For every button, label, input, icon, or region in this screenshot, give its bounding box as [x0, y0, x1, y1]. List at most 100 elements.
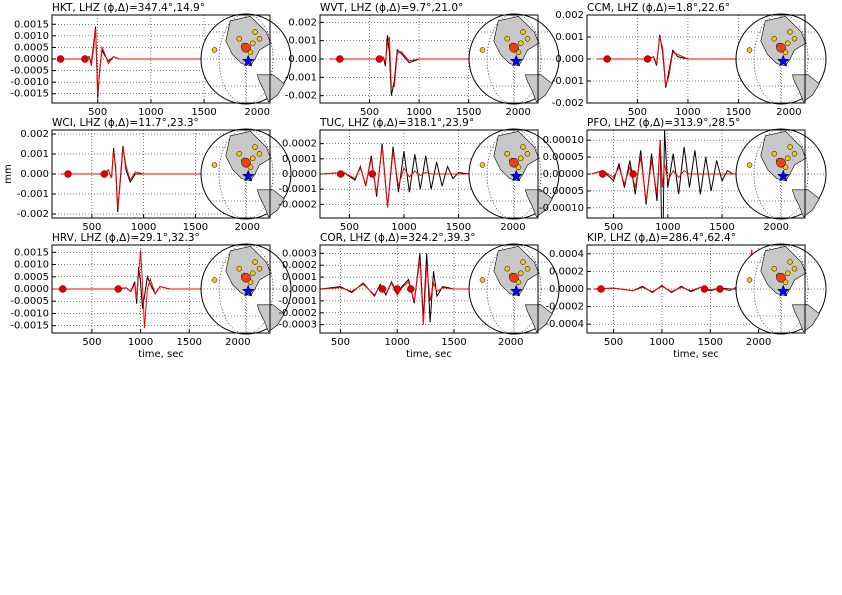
traces [56, 26, 210, 99]
station [524, 151, 531, 157]
selected-station [509, 158, 519, 168]
pick [114, 285, 122, 293]
pick [629, 170, 637, 178]
axes-frame [319, 244, 539, 334]
station [250, 270, 256, 276]
traces [591, 130, 744, 218]
land [760, 245, 807, 297]
panel: WCI, LHZ (ϕ,Δ)=11.7°,23.3° 500 1000 1500 200… [3, 117, 292, 233]
station [211, 47, 218, 53]
y-tick-label: -0.001 [285, 72, 317, 83]
station [252, 259, 258, 265]
panel-title: HRV, LHZ (ϕ,Δ)=29.1°,32.3° [52, 232, 200, 244]
station [787, 259, 793, 265]
y-tick-label: 0.0015 [14, 247, 49, 258]
epicenter [776, 284, 790, 297]
y-tick-label: -0.002 [17, 209, 49, 220]
y-tick-label: -0.00005 [539, 186, 584, 197]
pick [700, 285, 709, 293]
panel-title: HKT, LHZ (ϕ,Δ)=347.4°,14.9° [52, 2, 205, 14]
y-tick-label: 0.001 [288, 36, 317, 47]
station [518, 40, 524, 46]
land [791, 304, 820, 333]
land [493, 130, 540, 182]
epicenter [509, 284, 523, 297]
trace [591, 140, 744, 202]
y-tick-label: -0.0005 [10, 66, 49, 77]
station [479, 162, 486, 168]
panel-title: COR, LHZ (ϕ,Δ)=324.2°,39.3° [320, 232, 476, 244]
selected-station [509, 43, 519, 53]
x-tick-label: 2000 [746, 337, 771, 348]
station [771, 266, 777, 272]
traces [597, 34, 744, 88]
y-tick-label: 0.0002 [282, 260, 317, 271]
y-tick-label: 0.0000 [14, 54, 49, 65]
panel-title: WVT, LHZ (ϕ,Δ)=9.7°,21.0° [320, 2, 463, 14]
land [760, 130, 807, 182]
y-tick-label: 0.000 [555, 54, 584, 65]
station [746, 277, 753, 283]
land [524, 74, 553, 103]
y-tick-label: -0.0010 [10, 77, 49, 88]
meridian [218, 243, 274, 335]
meridian [486, 128, 542, 220]
meridian [486, 13, 542, 105]
y-tick-label: 0.001 [555, 32, 584, 43]
x-tick-label: 1500 [191, 107, 216, 118]
land [791, 189, 820, 218]
station [252, 29, 258, 35]
y-tick-label: -0.0003 [278, 320, 317, 331]
y-tick-label: -0.0001 [278, 184, 317, 195]
land [225, 245, 272, 297]
land [760, 15, 807, 67]
station [236, 266, 242, 272]
y-tick-label: 0.0010 [14, 260, 49, 271]
y-tick-label: 0.001 [20, 149, 49, 160]
y-tick-label: 0.0002 [282, 139, 317, 150]
station [256, 266, 263, 272]
land [256, 74, 285, 103]
y-tick-label: -0.0002 [278, 308, 317, 319]
station [479, 277, 486, 283]
meridian [486, 243, 542, 335]
y-tick-label: 0.0003 [282, 248, 317, 259]
y-tick-label: -0.00010 [539, 203, 584, 214]
x-axis-label: time, sec [673, 349, 719, 360]
pick [597, 285, 605, 293]
y-tick-label: -0.0002 [278, 199, 317, 210]
land [256, 304, 285, 333]
panel: COR, LHZ (ϕ,Δ)=324.2°,39.3° 500 1000 1500 20… [278, 232, 560, 360]
x-tick-label: 1000 [128, 337, 153, 348]
land [524, 189, 553, 218]
x-tick-label: 2000 [500, 222, 525, 233]
station [785, 270, 791, 276]
x-tick-label: 1500 [726, 107, 751, 118]
panel: HRV, LHZ (ϕ,Δ)=29.1°,32.3° 500 1000 1500 200… [10, 232, 292, 360]
y-tick-label: 0.000 [288, 54, 317, 65]
x-tick-label: 2000 [498, 337, 523, 348]
meridian [753, 13, 809, 105]
y-tick-label: -0.0001 [278, 296, 317, 307]
axes-frame [319, 14, 539, 104]
x-tick-label: 1000 [384, 337, 409, 348]
axes-frame [586, 129, 806, 219]
station [211, 162, 218, 168]
trace [322, 146, 492, 208]
x-tick-label: 500 [340, 222, 359, 233]
x-tick-label: 500 [628, 107, 647, 118]
land [493, 15, 540, 67]
station [236, 36, 242, 42]
station [791, 36, 798, 42]
traces [329, 35, 474, 96]
trace [591, 130, 744, 218]
trace [52, 249, 209, 329]
y-tick-label: -0.001 [552, 76, 584, 87]
station [520, 29, 526, 35]
pick [375, 55, 384, 63]
y-tick-label: 0.0001 [282, 272, 317, 283]
x-axis-label: time, sec [138, 349, 184, 360]
panel: TUC, LHZ (ϕ,Δ)=318.1°,23.9° 500 1000 1500 20… [278, 117, 560, 233]
x-tick-label: 2000 [776, 107, 801, 118]
selected-station [776, 273, 786, 283]
